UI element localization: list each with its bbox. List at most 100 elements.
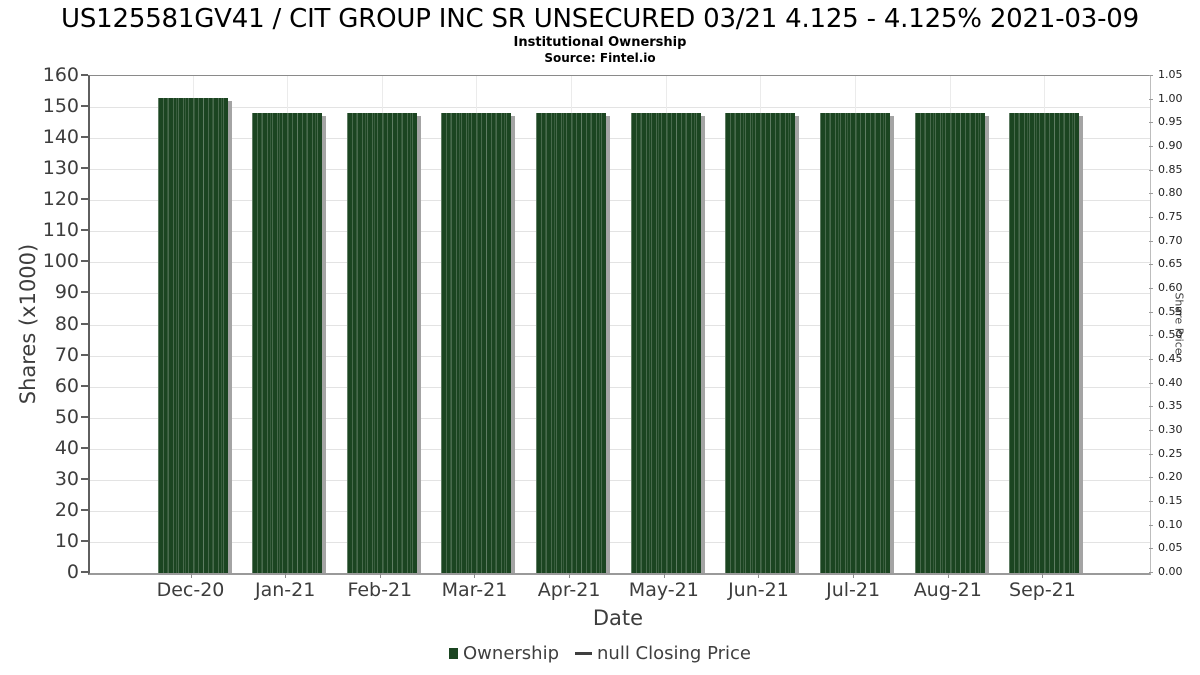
y-axis-tick-label-right: 0.95 (1158, 115, 1183, 129)
chart-legend: Ownership null Closing Price (0, 643, 1200, 664)
y-axis-tick-mark-left (81, 136, 88, 139)
y-axis-tick-label-right: 0.25 (1158, 446, 1183, 460)
y-axis-tick-mark-right (1149, 501, 1153, 502)
y-axis-tick-label-left: 60 (54, 374, 79, 397)
y-axis-tick-mark-left (81, 260, 88, 263)
y-axis-tick-label-left: 50 (54, 405, 79, 428)
y-axis-tick-label-right: 0.80 (1158, 186, 1183, 200)
ownership-bar[interactable] (630, 113, 701, 573)
ownership-bar[interactable] (346, 113, 417, 573)
chart-title: US125581GV41 / CIT GROUP INC SR UNSECURE… (61, 4, 1139, 34)
x-axis-tick-label: Mar-21 (441, 579, 508, 601)
legend-label-closing-price: null Closing Price (597, 643, 751, 664)
x-axis-tick-label: Jul-21 (826, 579, 881, 601)
y-axis-tick-label-left: 10 (54, 529, 79, 552)
y-axis-tick-label-left: 100 (42, 250, 79, 273)
x-axis-tick-mark (947, 573, 949, 578)
x-axis-tick-mark (379, 573, 381, 578)
y-axis-tick-label-left: 80 (54, 312, 79, 335)
y-axis-tick-mark-left (81, 353, 88, 356)
y-axis-tick-mark-left (81, 415, 88, 418)
y-axis-tick-mark-right (1149, 240, 1153, 242)
y-axis-tick-mark-right (1149, 359, 1153, 360)
x-axis-tick-mark (853, 573, 855, 578)
y-axis-tick-label-left: 130 (42, 157, 79, 180)
y-axis-tick-label-right: 0.55 (1158, 304, 1183, 318)
x-axis-tick-label: Apr-21 (537, 579, 601, 601)
grid-line-horizontal (90, 417, 1150, 419)
y-axis-tick-label-left: 90 (54, 281, 79, 304)
y-axis-tick-mark-left (81, 291, 88, 294)
x-axis-tick-mark (1042, 573, 1044, 578)
y-axis-tick-mark-left (81, 322, 88, 325)
y-axis-tick-mark-right (1149, 548, 1153, 550)
ownership-bar[interactable] (157, 97, 228, 573)
y-axis-tick-label-left: 160 (42, 64, 79, 86)
y-axis-tick-label-right: 0.70 (1158, 233, 1183, 247)
y-axis-tick-label-left: 150 (42, 95, 79, 118)
ownership-bar[interactable] (914, 113, 985, 573)
y-axis-tick-mark-right (1149, 98, 1153, 100)
y-axis-tick-mark-right (1149, 382, 1153, 384)
ownership-bar[interactable] (725, 113, 796, 573)
x-axis-tick-mark (474, 573, 476, 578)
y-axis-tick-label-right: 0.50 (1158, 328, 1183, 342)
grid-line-horizontal (90, 200, 1150, 202)
x-axis-title: Date (592, 606, 644, 630)
y-axis-tick-mark-right (1149, 169, 1153, 171)
y-axis-tick-mark-right (1149, 122, 1153, 124)
closing-price-line-icon (575, 652, 593, 655)
y-axis-tick-mark-left (81, 167, 88, 170)
x-axis-tick-mark (285, 573, 287, 578)
y-axis-tick-label-right: 0.20 (1158, 470, 1183, 484)
y-axis-tick-label-left: 30 (54, 467, 79, 490)
y-axis-tick-mark-right (1149, 572, 1153, 573)
ownership-bar[interactable] (1009, 113, 1080, 573)
y-axis-tick-label-left: 0 (66, 561, 79, 583)
legend-item-ownership[interactable]: Ownership (449, 643, 559, 664)
ownership-bar[interactable] (441, 113, 512, 573)
y-axis-tick-mark-left (81, 539, 88, 542)
grid-line-horizontal (90, 510, 1150, 512)
x-axis-tick-label: Sep-21 (1009, 579, 1076, 601)
y-axis-tick-mark-left (81, 508, 88, 511)
y-axis-tick-label-right: 0.75 (1158, 210, 1183, 223)
ownership-swatch-icon (449, 648, 459, 659)
chart-subtitle: Institutional Ownership (513, 35, 687, 50)
y-axis-tick-mark-left (81, 229, 88, 232)
legend-item-closing-price[interactable]: null Closing Price (575, 643, 751, 664)
y-axis-tick-label-right: 0.10 (1158, 517, 1183, 531)
grid-line-horizontal (90, 324, 1150, 326)
y-axis-tick-label-left: 20 (54, 498, 79, 521)
ownership-bar[interactable] (536, 113, 607, 573)
y-axis-tick-label-left: 140 (42, 126, 79, 149)
grid-line-horizontal (90, 448, 1150, 450)
y-axis-tick-mark-left (81, 446, 88, 449)
grid-line-horizontal (90, 169, 1150, 171)
y-axis-tick-label-right: 0.05 (1158, 541, 1183, 555)
y-axis-tick-mark-left (81, 198, 88, 201)
y-axis-tick-mark-right (1149, 75, 1153, 76)
y-axis-tick-mark-right (1149, 453, 1153, 455)
y-axis-tick-mark-left (81, 74, 88, 76)
y-axis-tick-label-right: 1.05 (1158, 68, 1183, 81)
ownership-bar[interactable] (252, 113, 323, 573)
y-axis-tick-label-right: 0.00 (1158, 565, 1183, 578)
y-axis-tick-label-right: 1.00 (1158, 91, 1183, 105)
y-axis-tick-label-right: 0.30 (1158, 423, 1183, 436)
y-axis-tick-mark-right (1149, 477, 1153, 479)
legend-label-ownership: Ownership (463, 643, 560, 664)
x-axis-tick-mark (758, 573, 760, 578)
y-axis-tick-label-right: 0.85 (1158, 162, 1183, 176)
x-axis-tick-label: Jun-21 (728, 579, 789, 601)
y-axis-tick-label-right: 0.60 (1158, 281, 1183, 294)
y-axis-tick-mark-left (81, 105, 88, 108)
y-axis-tick-mark-left (81, 571, 88, 573)
grid-line-horizontal (90, 386, 1150, 388)
ownership-bar[interactable] (820, 113, 891, 573)
grid-line-horizontal (90, 479, 1150, 481)
y-axis-tick-mark-left (81, 384, 88, 387)
grid-line-horizontal (90, 107, 1150, 109)
y-axis-tick-mark-right (1149, 288, 1153, 289)
